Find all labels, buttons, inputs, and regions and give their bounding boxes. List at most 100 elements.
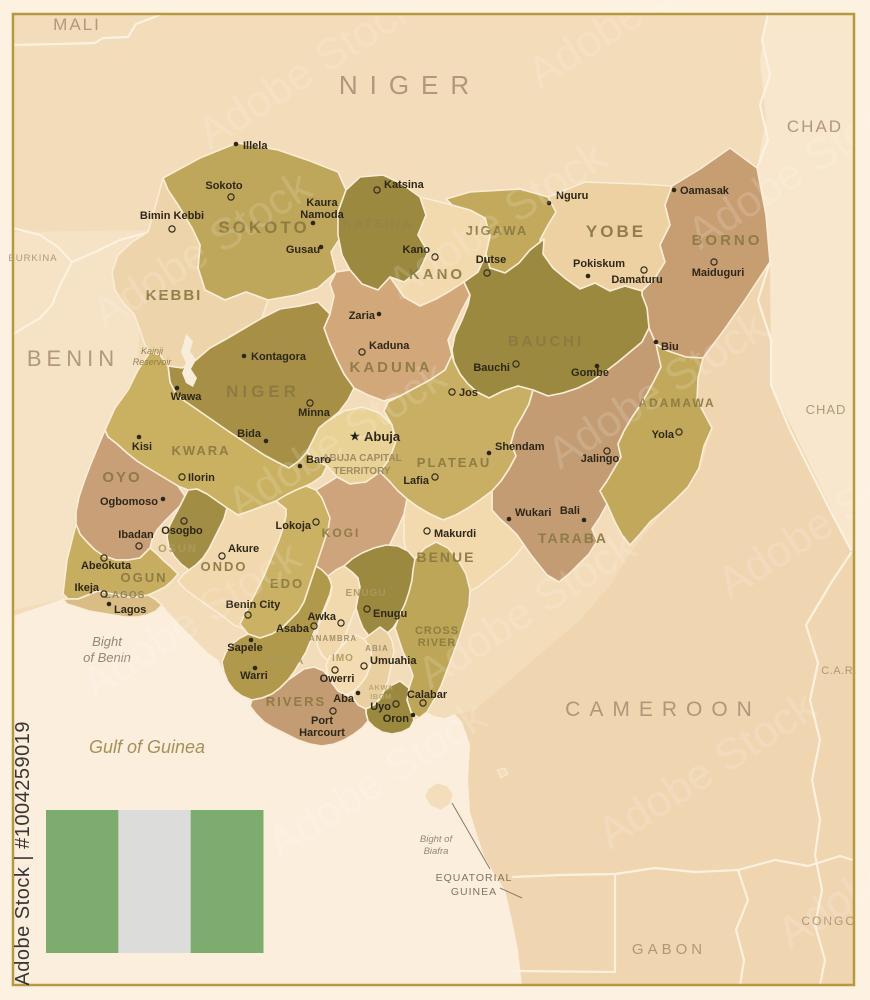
city-calabar-label: Calabar — [407, 689, 448, 701]
city-asaba-label: Asaba — [276, 623, 310, 635]
city-abeokuta-label: Abeokuta — [81, 560, 132, 572]
border-mali-niger — [11, 11, 166, 47]
border-niger-chad — [755, 12, 772, 170]
city-oamasak-marker — [671, 187, 677, 193]
city-nguru-marker — [546, 200, 552, 206]
city-illela-marker — [233, 141, 239, 147]
city-akure-marker — [218, 552, 226, 560]
city-shendam-label: Shendam — [495, 441, 545, 453]
city-benin-city-marker — [244, 611, 252, 619]
country-label-gabon-9: GABON — [632, 941, 706, 958]
city-nguru-label: Nguru — [556, 190, 588, 202]
city-yola-marker — [675, 428, 683, 436]
country-label-chad-3: CHAD — [806, 402, 847, 417]
state-label-plateau: PLATEAU — [417, 455, 491, 470]
city-ilorin-label: Ilorin — [188, 472, 215, 484]
city-abuja-marker: ★ — [349, 429, 361, 444]
border-cameroon-congo — [736, 854, 855, 872]
city-ibadan-marker — [135, 542, 143, 550]
country-label-burkina-4: BURKINA — [8, 253, 57, 264]
city-bali-label: Bali — [560, 505, 580, 517]
city-sokoto-label: Sokoto — [205, 180, 243, 192]
city-gusau-label: Gusau — [286, 244, 320, 256]
city-maiduguri-marker — [710, 258, 718, 266]
state-label-oyo: OYO — [102, 469, 141, 486]
city-kano-label: Kano — [403, 244, 431, 256]
state-label-kano: KANO — [409, 266, 465, 283]
city-abuja-label: Abuja — [364, 429, 401, 444]
city-kaura-namoda-marker — [310, 220, 316, 226]
border-cameroon-car — [804, 551, 853, 987]
bioko-island — [424, 782, 454, 811]
border-cameroon-eq-guinea — [511, 872, 617, 879]
city-uyo-label: Uyo — [370, 701, 391, 713]
city-minna-marker — [306, 399, 314, 407]
map-frame — [11, 12, 856, 987]
city-port-harcourt-marker — [329, 707, 337, 715]
city-ogbomoso-marker — [160, 496, 166, 502]
city-port-harcourt-label: Port Harcourt — [299, 715, 345, 739]
city-dutse-label: Dutse — [476, 254, 507, 266]
state-label-kebbi: KEBBI — [146, 287, 203, 304]
city-makurdi-label: Makurdi — [434, 528, 476, 540]
nigeria-flag-stripe-1 — [118, 810, 192, 953]
city-kaduna-marker — [358, 348, 366, 356]
city-katsina-label: Katsina — [384, 179, 425, 191]
state-adamawa — [599, 343, 713, 546]
state-label-taraba: TARABA — [538, 530, 608, 546]
state-label-abia: ABIA — [365, 644, 389, 653]
water-label-bight-of-biafra: Bight of Biafra — [420, 834, 454, 857]
city-makurdi-marker — [423, 527, 431, 535]
state-label-jigawa: JIGAWA — [466, 223, 529, 238]
state-label-lagos: LAGOS — [105, 590, 146, 601]
country-label-cameroon-6: CAMEROON — [565, 698, 761, 721]
city-gombe-label: Gombe — [571, 367, 609, 379]
city-owerri-marker — [331, 666, 339, 674]
border-cameroon-gabon — [613, 866, 740, 876]
city-maiduguri-label: Maiduguri — [692, 267, 745, 279]
city-jos-marker — [448, 388, 456, 396]
city-shendam-marker — [486, 450, 492, 456]
state-label-kaduna: KADUNA — [350, 359, 433, 376]
country-label-equatorial-guinea-8: EQUATORIAL GUINEA — [436, 872, 513, 898]
city-gusau-marker — [318, 244, 324, 250]
city-awka-marker — [337, 619, 345, 627]
city-calabar-marker — [419, 699, 427, 707]
nigeria-flag-stripe-2 — [190, 810, 264, 953]
state-label-edo: EDO — [270, 576, 304, 591]
state-label-katsina: KATSINA — [343, 216, 414, 231]
state-label-rivers: RIVERS — [266, 694, 326, 709]
city-osogbo-label: Osogbo — [161, 525, 203, 537]
city-kontagora-marker — [241, 353, 247, 359]
city-uyo-marker — [392, 700, 400, 708]
city-lokoja-label: Lokoja — [276, 520, 312, 532]
city-biu-marker — [653, 339, 659, 345]
tint-cameroon-area — [440, 262, 853, 986]
water-label-bight-of-benin: Bight of Benin — [83, 634, 131, 665]
city-minna-label: Minna — [298, 407, 331, 419]
city-kaura-namoda-label: Kaura Namoda — [300, 197, 344, 221]
state-label-borno: BORNO — [692, 232, 763, 249]
country-label-chad-2: CHAD — [787, 117, 843, 136]
state-label-kwara: KWARA — [171, 443, 230, 458]
city-ogbomoso-label: Ogbomoso — [100, 496, 158, 508]
city-gombe-marker — [594, 363, 600, 369]
city-wukari-label: Wukari — [515, 507, 551, 519]
state-label-delta: DELTA — [268, 656, 305, 667]
state-label-enugu: ENUGU — [345, 588, 386, 599]
state-label-fct: ABUJA CAPITAL TERRITORY — [322, 453, 401, 477]
city-zaria-marker — [376, 311, 382, 317]
city-bauchi-marker — [512, 360, 520, 368]
water-label-gulf-of-guinea: Gulf of Guinea — [89, 737, 205, 757]
city-ibadan-label: Ibadan — [118, 529, 154, 541]
state-rivers — [249, 666, 369, 747]
state-label-ondo: ONDO — [201, 559, 248, 574]
state-label-kogi: KOGI — [322, 526, 361, 540]
city-bimin-kebbi-label: Bimin Kebbi — [140, 210, 204, 222]
city-yola-label: Yola — [652, 429, 675, 441]
city-sokoto-marker — [227, 193, 235, 201]
state-label-sokoto: SOKOTO — [218, 218, 309, 237]
city-wawa-label: Wawa — [171, 391, 203, 403]
